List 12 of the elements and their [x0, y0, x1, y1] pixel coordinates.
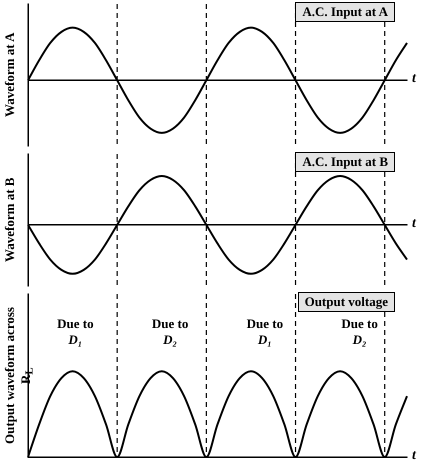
chart-title: A.C. Input at A: [295, 2, 395, 22]
chart-title: Output voltage: [298, 292, 395, 312]
x-axis-title: t: [412, 448, 416, 461]
text: Due to D₁: [246, 316, 284, 347]
x-axis-title: t: [412, 216, 416, 232]
chart-title: A.C. Input at B: [295, 152, 395, 172]
text: Due to D₂: [341, 316, 378, 347]
text: Due to D₁: [57, 316, 94, 347]
text: Due to D₂: [152, 316, 188, 347]
y-axis-title: Waveform at A: [2, 32, 18, 120]
y-axis-title: Waveform at B: [2, 176, 18, 264]
x-axis-title: t: [412, 71, 416, 88]
